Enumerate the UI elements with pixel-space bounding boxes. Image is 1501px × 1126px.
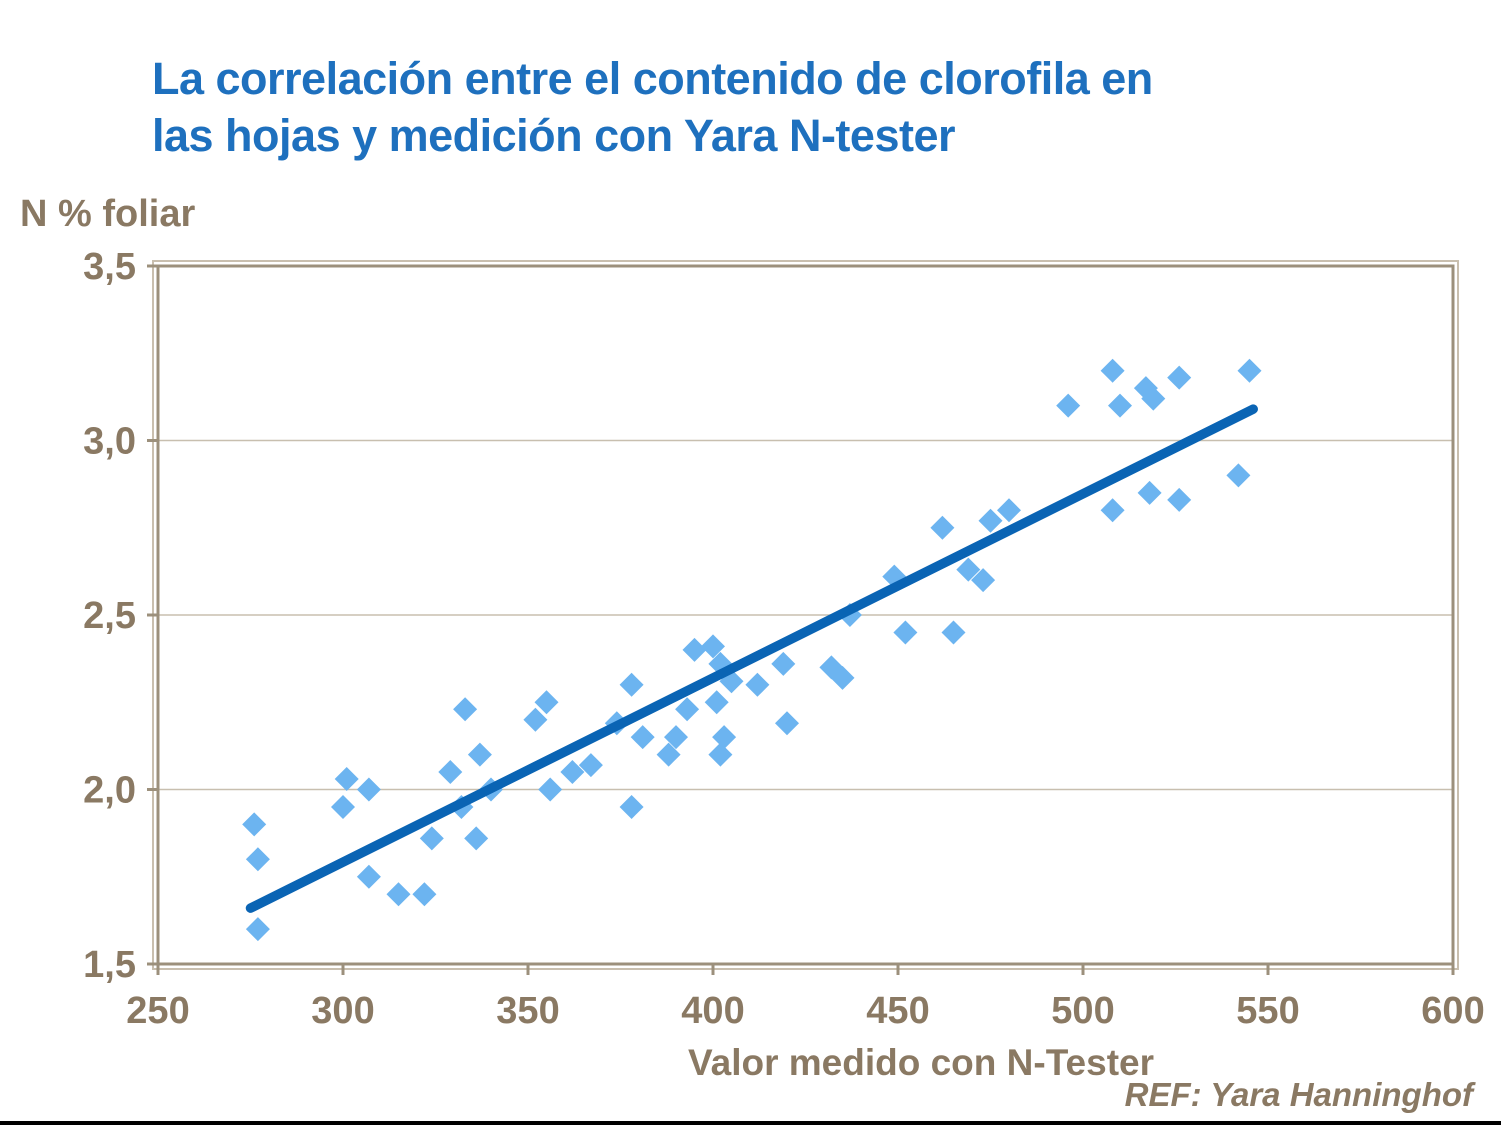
- x-tick-label: 300: [311, 990, 374, 1032]
- data-point: [356, 864, 381, 889]
- data-point: [1167, 365, 1192, 390]
- data-point: [1137, 480, 1162, 505]
- data-point: [619, 794, 644, 819]
- scatter-points: [242, 358, 1262, 942]
- data-point: [242, 812, 267, 837]
- x-tick-labels: 250 300 350 400 450 500 550 600: [126, 990, 1484, 1032]
- data-point: [534, 690, 559, 715]
- x-axis-title: Valor medido con N-Tester: [687, 1042, 1155, 1083]
- y-tick-label: 3,0: [83, 421, 136, 463]
- data-point: [467, 742, 492, 767]
- data-point: [1108, 393, 1132, 418]
- x-tick-label: 450: [866, 990, 929, 1032]
- bottom-divider: [0, 1121, 1501, 1125]
- chart-title: La correlación entre el contenido de clo…: [152, 53, 1153, 161]
- data-point: [386, 882, 411, 907]
- x-tick-label: 600: [1421, 990, 1484, 1032]
- y-tick-labels: 1,5 2,0 2,5 3,0 3,5: [83, 246, 136, 986]
- x-tick-label: 350: [496, 990, 559, 1032]
- data-point: [745, 672, 770, 697]
- data-point: [331, 794, 355, 819]
- data-point: [1141, 386, 1166, 411]
- x-tick-label: 550: [1236, 990, 1299, 1032]
- y-tick-label: 1,5: [83, 944, 136, 986]
- data-point: [419, 826, 444, 851]
- data-point: [245, 847, 270, 872]
- data-point: [334, 767, 359, 792]
- data-point: [712, 725, 737, 750]
- data-point: [1056, 393, 1081, 418]
- data-point: [619, 672, 644, 697]
- reference-note: REF: Yara Hanninghof: [1124, 1076, 1473, 1113]
- y-axis-title: N % foliar: [20, 193, 196, 235]
- data-point: [830, 665, 855, 690]
- data-point: [412, 882, 437, 907]
- trend-line-segment: [245, 404, 1258, 913]
- x-tick-label: 250: [126, 990, 189, 1032]
- data-point: [656, 742, 681, 767]
- x-tick-label: 400: [681, 990, 744, 1032]
- data-point: [701, 634, 725, 659]
- data-point: [997, 498, 1021, 523]
- data-point: [453, 697, 478, 722]
- data-point: [956, 557, 981, 582]
- y-tick-label: 2,0: [83, 770, 136, 812]
- data-point: [771, 651, 796, 676]
- data-point: [1167, 487, 1192, 512]
- data-point: [893, 620, 918, 645]
- y-tick-label: 2,5: [83, 595, 136, 637]
- data-point: [775, 711, 799, 736]
- data-point: [682, 637, 707, 662]
- data-point: [538, 777, 563, 802]
- data-point: [664, 725, 688, 750]
- tick-marks: [147, 264, 1455, 975]
- data-point: [941, 620, 966, 645]
- data-point: [971, 568, 996, 593]
- x-tick-label: 500: [1051, 990, 1114, 1032]
- data-point: [245, 917, 270, 942]
- data-point: [1100, 358, 1125, 383]
- data-point: [438, 760, 463, 785]
- data-point: [523, 707, 548, 732]
- data-point: [560, 760, 585, 785]
- data-point: [675, 697, 700, 722]
- data-point: [630, 725, 655, 750]
- data-point: [1100, 498, 1125, 523]
- data-point: [930, 515, 955, 540]
- data-point: [708, 742, 733, 767]
- data-point: [704, 690, 729, 715]
- gridlines: [158, 439, 1453, 791]
- data-point: [1226, 463, 1251, 488]
- trend-line: [245, 404, 1258, 913]
- data-point: [1237, 358, 1262, 383]
- y-tick-label: 3,5: [83, 246, 136, 288]
- data-point: [464, 826, 489, 851]
- data-point: [356, 777, 381, 802]
- data-point: [978, 508, 1003, 533]
- data-point: [578, 753, 603, 778]
